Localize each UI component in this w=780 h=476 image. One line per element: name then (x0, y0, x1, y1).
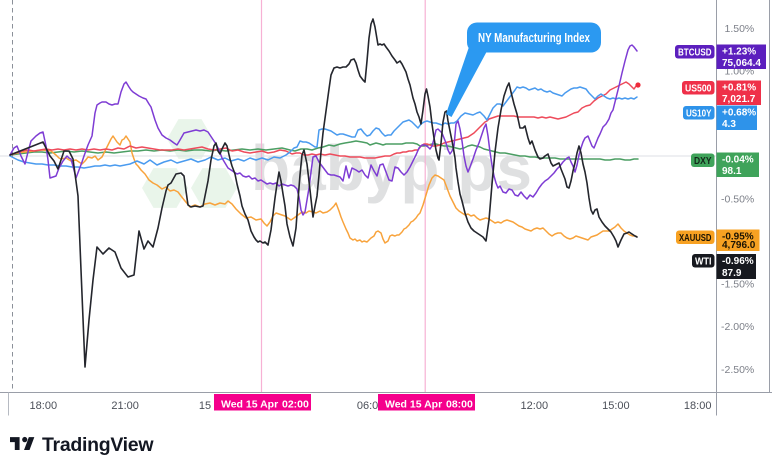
svg-text:US10Y: US10Y (686, 109, 712, 120)
svg-text:+0.68%: +0.68% (722, 107, 756, 118)
svg-text:1.50%: 1.50% (725, 23, 755, 35)
svg-text:4.3: 4.3 (722, 119, 736, 130)
svg-text:7,021.7: 7,021.7 (722, 94, 756, 105)
svg-text:15:00: 15:00 (602, 400, 630, 412)
svg-text:XAUUSD: XAUUSD (679, 233, 712, 244)
svg-text:98.1: 98.1 (722, 166, 742, 177)
svg-text:-2.50%: -2.50% (721, 364, 754, 376)
svg-text:4,796.0: 4,796.0 (722, 240, 756, 251)
svg-text:+0.81%: +0.81% (722, 82, 756, 93)
svg-text:15: 15 (199, 400, 211, 412)
svg-text:DXY: DXY (694, 156, 712, 167)
svg-text:-0.95%: -0.95% (722, 231, 754, 242)
svg-text:18:00: 18:00 (684, 400, 712, 412)
svg-text:-0.96%: -0.96% (722, 256, 754, 267)
svg-text:-1.50%: -1.50% (721, 279, 754, 291)
svg-text:08:00: 08:00 (446, 399, 473, 411)
svg-text:75,064.4: 75,064.4 (722, 58, 761, 69)
svg-text:87.9: 87.9 (722, 268, 742, 279)
svg-text:Wed 15 Apr: Wed 15 Apr (221, 399, 278, 411)
svg-text:02:00: 02:00 (282, 399, 309, 411)
svg-text:US500: US500 (685, 84, 712, 95)
svg-text:+1.23%: +1.23% (722, 46, 756, 57)
svg-text:-0.04%: -0.04% (722, 154, 754, 165)
svg-text:NY Manufacturing Index: NY Manufacturing Index (478, 30, 591, 45)
svg-text:06:00: 06:00 (357, 400, 385, 412)
svg-text:Wed 15 Apr: Wed 15 Apr (385, 399, 442, 411)
svg-text:18:00: 18:00 (30, 400, 58, 412)
svg-text:BTCUSD: BTCUSD (678, 48, 712, 59)
svg-text:12:00: 12:00 (521, 400, 549, 412)
svg-text:21:00: 21:00 (111, 400, 139, 412)
svg-text:babypips: babypips (251, 132, 532, 204)
svg-text:-0.50%: -0.50% (721, 193, 754, 205)
svg-text:-2.00%: -2.00% (721, 321, 754, 333)
svg-text:TradingView: TradingView (42, 434, 154, 456)
svg-text:WTI: WTI (695, 257, 712, 268)
